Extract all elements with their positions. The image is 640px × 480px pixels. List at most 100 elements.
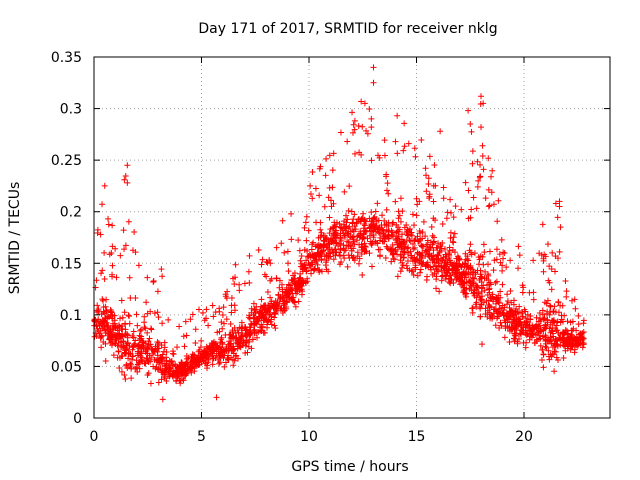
data-point [547, 321, 554, 328]
data-point [576, 331, 583, 338]
data-point [351, 211, 358, 218]
data-point [135, 262, 142, 269]
data-point [127, 294, 134, 301]
data-point [180, 372, 187, 379]
data-point [309, 259, 316, 266]
data-point [143, 355, 150, 362]
data-point [368, 124, 375, 131]
data-point [301, 246, 308, 253]
data-point [411, 237, 418, 244]
data-point [145, 338, 152, 345]
data-point [537, 317, 544, 324]
data-point [499, 262, 506, 269]
data-point [368, 209, 375, 216]
data-point [94, 307, 101, 314]
data-point [437, 247, 444, 254]
data-point-outlier [556, 198, 563, 205]
data-point [176, 323, 183, 330]
data-point [382, 255, 389, 262]
data-point [468, 128, 475, 135]
data-point [571, 296, 578, 303]
data-point [493, 246, 500, 253]
data-point [317, 252, 324, 259]
data-point [485, 272, 492, 279]
data-point [100, 304, 107, 311]
data-point [249, 336, 256, 343]
data-point [127, 360, 134, 367]
data-point [230, 362, 237, 369]
data-point [109, 271, 116, 278]
data-point [258, 261, 265, 268]
data-point [349, 109, 356, 116]
data-point [470, 279, 477, 286]
data-point [105, 313, 112, 320]
data-point [528, 330, 535, 337]
data-point [308, 270, 315, 277]
data-point [374, 200, 381, 207]
data-point [494, 308, 501, 315]
data-point [248, 345, 255, 352]
data-point [550, 333, 557, 340]
data-point [530, 289, 537, 296]
data-point [510, 301, 517, 308]
data-point [359, 271, 366, 278]
data-point [273, 244, 280, 251]
data-point [405, 140, 412, 147]
data-point [477, 305, 484, 312]
data-point [103, 296, 110, 303]
data-point [490, 267, 497, 274]
data-point [436, 288, 443, 295]
data-point [116, 365, 123, 372]
data-point [276, 300, 283, 307]
data-point-outlier [394, 112, 401, 119]
data-point [100, 338, 107, 345]
data-point [537, 328, 544, 335]
data-point [359, 215, 366, 222]
y-tick-label: 0.35 [51, 50, 82, 66]
data-point [144, 329, 151, 336]
data-point [375, 229, 382, 236]
data-point [345, 207, 352, 214]
data-point [161, 339, 168, 346]
data-point [158, 376, 165, 383]
data-point [478, 285, 485, 292]
data-point [137, 353, 144, 360]
data-point [285, 260, 292, 267]
data-point [97, 231, 104, 238]
data-point [204, 359, 211, 366]
data-point [218, 346, 225, 353]
x-axis-label: GPS time / hours [291, 459, 408, 475]
data-point [227, 340, 234, 347]
data-point [530, 257, 537, 264]
data-point [406, 227, 413, 234]
data-point [439, 240, 446, 247]
data-point [344, 238, 351, 245]
data-point [293, 290, 300, 297]
data-point [447, 235, 454, 242]
data-point [109, 222, 116, 229]
data-point [546, 338, 553, 345]
data-point [381, 137, 388, 144]
data-point [251, 320, 258, 327]
data-point [361, 222, 368, 229]
data-point [212, 309, 219, 316]
data-point [113, 274, 120, 281]
x-tick-labels: 0 5 10 15 20 [90, 429, 533, 445]
data-point [426, 250, 433, 257]
data-point [355, 216, 362, 223]
data-point [144, 356, 151, 363]
data-point [413, 212, 420, 219]
data-point [361, 243, 368, 250]
data-point [443, 215, 450, 222]
data-point [547, 351, 554, 358]
data-point [121, 246, 128, 253]
data-point [146, 352, 153, 359]
data-point [363, 127, 370, 134]
data-point [486, 303, 493, 310]
data-point [500, 309, 507, 316]
data-point [150, 278, 157, 285]
data-point [517, 331, 524, 338]
data-point [252, 306, 259, 313]
data-point [394, 241, 401, 248]
